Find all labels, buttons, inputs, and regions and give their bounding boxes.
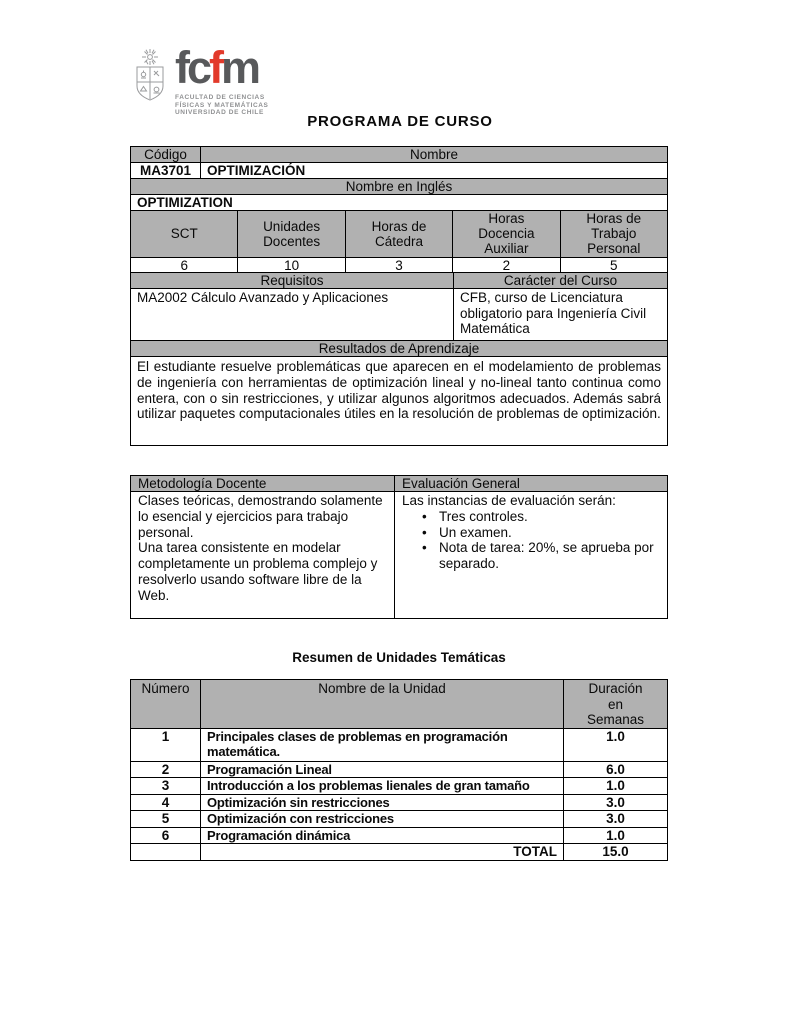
- table-row: 1 Principales clases de problemas en pro…: [130, 727, 668, 762]
- course-id-table: Código Nombre MA3701 OPTIMIZACIÓN Nombre…: [130, 146, 668, 211]
- nombre-unidad-header-cell: Nombre de la Unidad: [200, 679, 564, 729]
- evaluacion-bullet-item: Un examen.: [422, 525, 660, 541]
- unidades-docentes-value-cell: 10: [237, 256, 346, 274]
- codigo-header-cell: Código: [130, 146, 201, 163]
- unit-duration-cell: 3.0: [563, 793, 668, 811]
- nombre-ingles-value-cell: OPTIMIZATION: [130, 194, 668, 211]
- metodologia-paragraph: Clases teóricas, demostrando solamente l…: [138, 493, 383, 540]
- wordmark-fc: fc: [175, 42, 212, 93]
- requisitos-value-cell: MA2002 Cálculo Avanzado y Aplicaciones: [130, 288, 454, 341]
- table-row: 4 Optimización sin restricciones 3.0: [130, 793, 668, 811]
- unit-duration-cell: 3.0: [563, 810, 668, 828]
- course-info-section: Código Nombre MA3701 OPTIMIZACIÓN Nombre…: [129, 146, 669, 446]
- nombre-ingles-header-cell: Nombre en Inglés: [130, 178, 668, 195]
- table-row: 3 Introducción a los problemas lienales …: [130, 777, 668, 795]
- requisitos-table: Requisitos Carácter del Curso MA2002 Cál…: [130, 272, 668, 446]
- nombre-value-cell: OPTIMIZACIÓN: [200, 162, 668, 179]
- evaluacion-intro: Las instancias de evaluación serán:: [402, 493, 616, 508]
- caption-line: FÍSICAS Y MATEMÁTICAS: [175, 101, 269, 109]
- evaluacion-header-cell: Evaluación General: [394, 475, 668, 492]
- total-value-cell: 15.0: [563, 843, 668, 861]
- caracter-value-cell: CFB, curso de Licenciatura obligatorio p…: [453, 288, 668, 341]
- unit-name-cell: Optimización con restricciones: [200, 810, 564, 828]
- unit-duration-cell: 1.0: [563, 777, 668, 795]
- horas-catedra-value-cell: 3: [344, 256, 454, 274]
- unit-number-cell: 5: [130, 810, 201, 828]
- resultados-text-cell: El estudiante resuelve problemáticas que…: [130, 356, 668, 446]
- fcfm-wordmark: fcfm: [175, 45, 269, 90]
- unit-number-cell: 1: [130, 727, 201, 762]
- unit-duration-cell: 1.0: [563, 727, 668, 762]
- total-row: TOTAL 15.0: [130, 843, 668, 861]
- unit-duration-cell: 1.0: [563, 826, 668, 844]
- hours-table: SCT Unidades Docentes Horas de Cátedra H…: [129, 209, 669, 274]
- evaluacion-text-cell: Las instancias de evaluación serán: Tres…: [394, 491, 668, 619]
- duracion-header-cell: Duración en Semanas: [563, 679, 668, 729]
- unit-name-cell: Programación dinámica: [200, 826, 564, 844]
- brand-block: fcfm FACULTAD DE CIENCIAS FÍSICAS Y MATE…: [175, 45, 269, 117]
- unit-name-cell: Principales clases de problemas en progr…: [200, 727, 564, 762]
- resumen-unidades-table: Número Nombre de la Unidad Duración en S…: [130, 679, 668, 861]
- horas-trabajo-personal-header-cell: Horas de Trabajo Personal: [559, 209, 669, 258]
- faculty-caption: FACULTAD DE CIENCIAS FÍSICAS Y MATEMÁTIC…: [175, 94, 269, 117]
- metodologia-evaluacion-table: Metodología Docente Evaluación General C…: [130, 475, 668, 619]
- evaluacion-bullet-list: Tres controles. Un examen. Nota de tarea…: [402, 509, 660, 572]
- metodologia-paragraph: Una tarea consistente en modelar complet…: [138, 540, 378, 603]
- sct-value-cell: 6: [129, 256, 239, 274]
- table-row: 6 Programación dinámica 1.0: [130, 826, 668, 844]
- page-title: PROGRAMA DE CURSO: [307, 113, 493, 130]
- metodologia-header-cell: Metodología Docente: [130, 475, 395, 492]
- sct-header-cell: SCT: [129, 209, 239, 258]
- unit-number-cell: 4: [130, 793, 201, 811]
- unit-number-cell: 3: [130, 777, 201, 795]
- horas-trabajo-personal-value-cell: 5: [559, 256, 669, 274]
- table-row: 5 Optimización con restricciones 3.0: [130, 810, 668, 828]
- unit-number-cell: 2: [130, 760, 201, 778]
- numero-header-cell: Número: [130, 679, 201, 729]
- unit-name-cell: Programación Lineal: [200, 760, 564, 778]
- unit-number-cell: 6: [130, 826, 201, 844]
- codigo-value-cell: MA3701: [130, 162, 201, 179]
- nombre-header-cell: Nombre: [200, 146, 668, 163]
- caption-line: FACULTAD DE CIENCIAS: [175, 94, 265, 101]
- horas-catedra-header-cell: Horas de Cátedra: [344, 209, 454, 258]
- caracter-header-cell: Carácter del Curso: [453, 272, 668, 289]
- unit-duration-cell: 6.0: [563, 760, 668, 778]
- resultados-header-cell: Resultados de Aprendizaje: [130, 340, 668, 357]
- total-label-cell: TOTAL: [200, 843, 564, 861]
- total-empty-cell: [130, 843, 201, 861]
- evaluacion-bullet-item: Tres controles.: [422, 509, 660, 525]
- metodologia-text-cell: Clases teóricas, demostrando solamente l…: [130, 491, 395, 619]
- wordmark-m: m: [221, 42, 261, 93]
- evaluacion-bullet-item: Nota de tarea: 20%, se aprueba por separ…: [422, 540, 660, 572]
- table-row: 2 Programación Lineal 6.0: [130, 760, 668, 778]
- resumen-section-title: Resumen de Unidades Temáticas: [292, 650, 506, 665]
- unidades-docentes-header-cell: Unidades Docentes: [237, 209, 346, 258]
- unit-name-cell: Introducción a los problemas lienales de…: [200, 777, 564, 795]
- fcfm-logo: fcfm FACULTAD DE CIENCIAS FÍSICAS Y MATE…: [133, 45, 269, 117]
- horas-docencia-auxiliar-value-cell: 2: [452, 256, 561, 274]
- unit-name-cell: Optimización sin restricciones: [200, 793, 564, 811]
- horas-docencia-auxiliar-header-cell: Horas Docencia Auxiliar: [452, 209, 561, 258]
- wordmark-f-red: f: [209, 42, 224, 93]
- caption-line: UNIVERSIDAD DE CHILE: [175, 109, 264, 116]
- university-crest-icon: [136, 49, 164, 101]
- requisitos-header-cell: Requisitos: [130, 272, 454, 289]
